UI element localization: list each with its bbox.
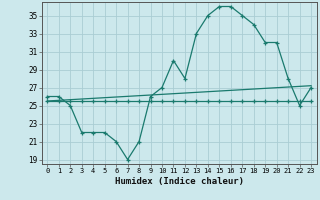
X-axis label: Humidex (Indice chaleur): Humidex (Indice chaleur)	[115, 177, 244, 186]
